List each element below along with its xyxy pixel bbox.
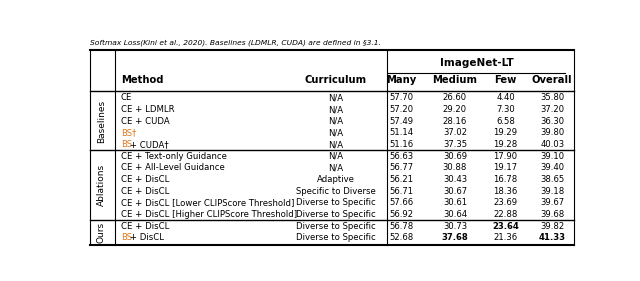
Text: 19.29: 19.29 <box>493 128 518 137</box>
Text: 56.77: 56.77 <box>389 163 413 172</box>
Text: 37.68: 37.68 <box>442 233 468 242</box>
Text: BS: BS <box>121 140 132 149</box>
Text: 36.30: 36.30 <box>540 117 564 126</box>
Text: 30.43: 30.43 <box>443 175 467 184</box>
Text: N/A: N/A <box>328 105 343 114</box>
Text: 23.69: 23.69 <box>493 198 518 207</box>
Text: CE + DisCL: CE + DisCL <box>121 187 169 196</box>
Text: 37.20: 37.20 <box>540 105 564 114</box>
Text: + CUDA†: + CUDA† <box>127 140 169 149</box>
Text: Ours: Ours <box>97 221 106 243</box>
Text: 39.40: 39.40 <box>540 163 564 172</box>
Text: BS: BS <box>121 233 132 242</box>
Text: 17.90: 17.90 <box>493 152 518 161</box>
Text: Medium: Medium <box>433 75 477 85</box>
Text: CE + LDMLR: CE + LDMLR <box>121 105 174 114</box>
Text: 30.73: 30.73 <box>443 222 467 231</box>
Text: 57.20: 57.20 <box>389 105 413 114</box>
Text: 52.68: 52.68 <box>389 233 413 242</box>
Text: CE + DisCL: CE + DisCL <box>121 175 169 184</box>
Text: Adaptive: Adaptive <box>317 175 355 184</box>
Text: N/A: N/A <box>328 152 343 161</box>
Text: 30.67: 30.67 <box>443 187 467 196</box>
Text: 37.35: 37.35 <box>443 140 467 149</box>
Text: N/A: N/A <box>328 140 343 149</box>
Text: 39.80: 39.80 <box>540 128 564 137</box>
Text: 30.69: 30.69 <box>443 152 467 161</box>
Text: 39.82: 39.82 <box>540 222 564 231</box>
Text: 16.78: 16.78 <box>493 175 518 184</box>
Text: 23.64: 23.64 <box>492 222 519 231</box>
Text: N/A: N/A <box>328 94 343 103</box>
Text: 18.36: 18.36 <box>493 187 518 196</box>
Text: N/A: N/A <box>328 128 343 137</box>
Text: 51.14: 51.14 <box>389 128 413 137</box>
Text: 57.70: 57.70 <box>389 94 413 103</box>
Text: CE + CUDA: CE + CUDA <box>121 117 170 126</box>
Text: Overall: Overall <box>532 75 572 85</box>
Text: CE + All-Level Guidance: CE + All-Level Guidance <box>121 163 225 172</box>
Text: 22.88: 22.88 <box>493 210 518 219</box>
Text: Diverse to Specific: Diverse to Specific <box>296 233 375 242</box>
Text: 56.21: 56.21 <box>389 175 413 184</box>
Text: 28.16: 28.16 <box>443 117 467 126</box>
Text: 26.60: 26.60 <box>443 94 467 103</box>
Text: 19.17: 19.17 <box>493 163 518 172</box>
Text: 30.88: 30.88 <box>443 163 467 172</box>
Text: CE + DisCL [Lower CLIPScore Threshold]: CE + DisCL [Lower CLIPScore Threshold] <box>121 198 294 207</box>
Text: 4.40: 4.40 <box>496 94 515 103</box>
Text: Method: Method <box>121 75 163 85</box>
Text: 37.02: 37.02 <box>443 128 467 137</box>
Text: 39.18: 39.18 <box>540 187 564 196</box>
Text: 39.68: 39.68 <box>540 210 564 219</box>
Text: + DisCL: + DisCL <box>127 233 164 242</box>
Text: CE + Text-only Guidance: CE + Text-only Guidance <box>121 152 227 161</box>
Text: 56.71: 56.71 <box>389 187 413 196</box>
Text: 56.63: 56.63 <box>389 152 413 161</box>
Text: 40.03: 40.03 <box>540 140 564 149</box>
Text: Ablations: Ablations <box>97 164 106 207</box>
Text: Baselines: Baselines <box>97 100 106 143</box>
Text: 6.58: 6.58 <box>496 117 515 126</box>
Text: 56.92: 56.92 <box>389 210 413 219</box>
Text: 39.10: 39.10 <box>540 152 564 161</box>
Text: 51.16: 51.16 <box>389 140 413 149</box>
Text: 38.65: 38.65 <box>540 175 564 184</box>
Text: CE + DisCL [Higher CLIPScore Threshold]: CE + DisCL [Higher CLIPScore Threshold] <box>121 210 297 219</box>
Text: Many: Many <box>387 75 417 85</box>
Text: Softmax Loss(Kini et al., 2020). Baselines (LDMLR, CUDA) are defined in §3.1.: Softmax Loss(Kini et al., 2020). Baselin… <box>90 39 381 46</box>
Text: 30.64: 30.64 <box>443 210 467 219</box>
Text: 19.28: 19.28 <box>493 140 518 149</box>
Text: 57.49: 57.49 <box>389 117 413 126</box>
Text: Diverse to Specific: Diverse to Specific <box>296 210 375 219</box>
Text: Curriculum: Curriculum <box>305 75 367 85</box>
Text: 57.66: 57.66 <box>389 198 413 207</box>
Text: CE + DisCL: CE + DisCL <box>121 222 169 231</box>
Text: 39.67: 39.67 <box>540 198 564 207</box>
Text: 21.36: 21.36 <box>493 233 518 242</box>
Text: 29.20: 29.20 <box>443 105 467 114</box>
Text: N/A: N/A <box>328 117 343 126</box>
Text: 35.80: 35.80 <box>540 94 564 103</box>
Text: 7.30: 7.30 <box>496 105 515 114</box>
Text: 30.61: 30.61 <box>443 198 467 207</box>
Text: N/A: N/A <box>328 163 343 172</box>
Text: Specific to Diverse: Specific to Diverse <box>296 187 375 196</box>
Text: 41.33: 41.33 <box>539 233 566 242</box>
Text: Few: Few <box>494 75 516 85</box>
Text: Diverse to Specific: Diverse to Specific <box>296 198 375 207</box>
Text: CE: CE <box>121 94 132 103</box>
Text: ImageNet-LT: ImageNet-LT <box>440 58 514 68</box>
Text: Diverse to Specific: Diverse to Specific <box>296 222 375 231</box>
Text: 56.78: 56.78 <box>389 222 413 231</box>
Text: BS†: BS† <box>121 128 136 137</box>
